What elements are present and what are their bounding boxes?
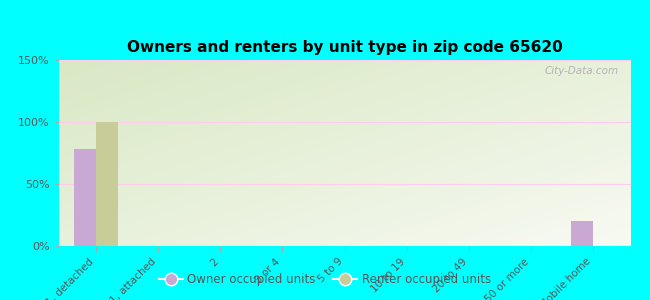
Bar <box>74 149 96 246</box>
Bar <box>571 221 593 246</box>
Bar <box>96 122 118 246</box>
Legend: Owner occupied units, Renter occupied units: Owner occupied units, Renter occupied un… <box>154 269 496 291</box>
Text: City-Data.com: City-Data.com <box>545 66 619 76</box>
Title: Owners and renters by unit type in zip code 65620: Owners and renters by unit type in zip c… <box>127 40 562 55</box>
